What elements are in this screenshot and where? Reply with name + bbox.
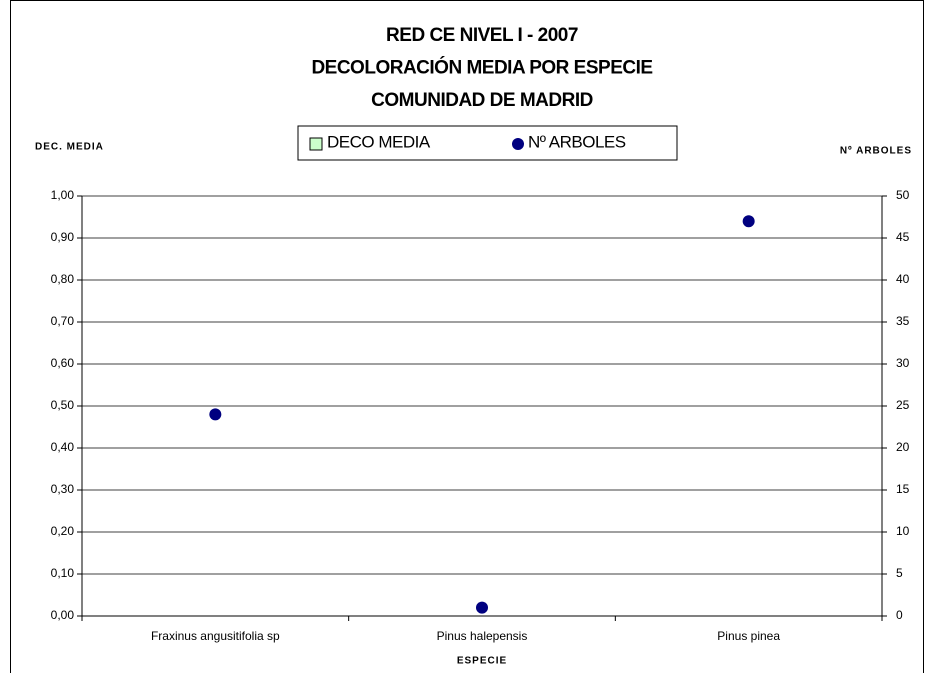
y2-tick-label: 40 (896, 272, 910, 286)
data-point (742, 215, 755, 228)
y-axis-label: DEC. MEDIA (35, 142, 104, 153)
y-tick-label: 0,90 (51, 230, 75, 244)
x-tick-label: Pinus pinea (717, 629, 780, 643)
y-tick-label: 0,40 (51, 440, 75, 454)
y-tick-label: 0,10 (51, 566, 75, 580)
x-tick-label: Fraxinus angusitifolia sp (151, 629, 280, 643)
data-point (476, 601, 488, 614)
y-tick-label: 0,60 (51, 356, 75, 370)
legend-marker (309, 137, 323, 151)
chart-title: DECOLORACIÓN MEDIA POR ESPECIE (311, 57, 652, 79)
x-tick-label: Pinus halepensis (437, 629, 528, 643)
y2-axis-label: Nº ARBOLES (840, 146, 912, 157)
y-tick-label: 0,30 (51, 482, 75, 496)
y-tick-label: 0,80 (51, 272, 75, 286)
y2-tick-label: 25 (896, 398, 910, 412)
y-tick-label: 0,70 (51, 314, 75, 328)
y-tick-label: 0,50 (51, 398, 75, 412)
y2-tick-label: 0 (896, 608, 903, 622)
y2-tick-label: 30 (896, 356, 910, 370)
chart-border (10, 0, 924, 673)
y2-tick-label: 5 (896, 566, 903, 580)
y2-tick-label: 35 (896, 314, 910, 328)
y2-tick-label: 15 (896, 482, 910, 496)
y2-tick-label: 50 (896, 188, 910, 202)
chart-title: RED CE NIVEL I - 2007 (386, 25, 578, 46)
data-point (209, 408, 222, 421)
chart-title: COMUNIDAD DE MADRID (371, 90, 593, 111)
y-tick-label: 0,00 (51, 608, 75, 622)
y-tick-label: 1,00 (51, 188, 75, 202)
legend-label: Nº ARBOLES (528, 132, 626, 151)
y-tick-label: 0,20 (51, 524, 75, 538)
legend-marker (512, 138, 524, 150)
x-axis-label: ESPECIE (457, 656, 507, 667)
legend-box (297, 125, 678, 161)
legend-label: DECO MEDIA (327, 132, 431, 151)
y2-tick-label: 45 (896, 230, 910, 244)
y2-tick-label: 10 (896, 524, 910, 538)
y2-tick-label: 20 (896, 440, 910, 454)
